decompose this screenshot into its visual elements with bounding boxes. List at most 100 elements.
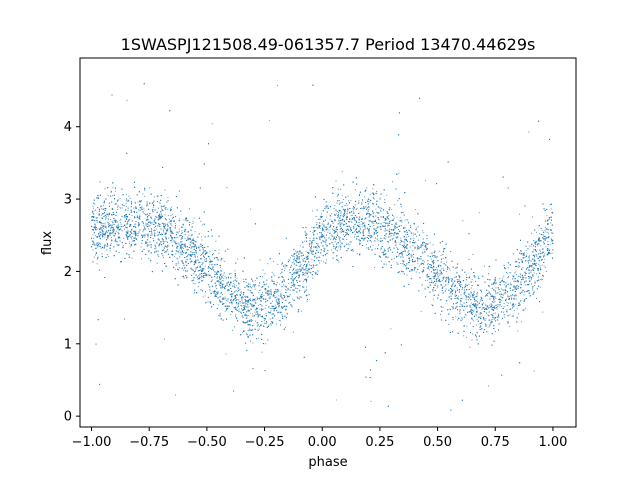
data-point [254,301,256,303]
data-point [390,328,392,330]
data-point [303,280,305,282]
data-point [400,253,402,254]
data-point [408,229,410,231]
data-point [193,217,195,219]
data-point [323,235,325,237]
data-point [108,223,110,225]
data-point [390,235,392,237]
data-point [192,222,194,224]
data-point [503,293,505,295]
data-point [473,311,475,313]
data-point [472,293,474,295]
data-point [338,246,340,248]
data-point [288,283,290,285]
data-point [493,305,495,307]
data-point [331,213,333,215]
data-point [134,236,136,238]
data-point [204,274,206,276]
data-point [531,289,533,291]
data-point [413,237,415,239]
data-point [340,212,342,214]
data-point [407,235,409,237]
data-point [469,294,471,296]
data-point [376,191,378,192]
data-point [117,205,119,207]
data-point [96,263,98,265]
data-point [548,237,550,239]
data-point [533,268,535,270]
data-point [509,282,511,284]
data-point [472,254,474,256]
data-point [521,261,523,263]
data-point [177,236,179,238]
data-point [325,228,327,230]
data-point [238,299,240,301]
data-point [319,262,321,264]
data-point [524,257,526,259]
data-point [452,307,454,309]
data-point [512,306,514,308]
data-point [236,306,238,308]
data-point [376,226,378,228]
data-point [542,278,544,280]
data-point [516,285,518,287]
data-point [308,245,310,247]
data-point [510,298,512,300]
data-point [364,226,366,228]
data-point [543,265,545,267]
data-point [475,313,477,315]
data-point [550,232,552,234]
data-point [493,313,495,315]
data-point [163,241,165,243]
data-point [416,247,418,249]
data-point [171,241,173,243]
data-point [465,274,467,276]
data-point [377,240,379,242]
data-point [326,245,328,247]
data-point [354,220,356,222]
data-point [391,208,393,210]
data-point [107,255,109,257]
data-point [342,238,344,240]
data-point [520,275,522,277]
data-point [363,207,365,209]
data-point [451,291,453,293]
data-point [468,297,470,299]
data-point [300,252,302,254]
data-point [295,271,297,273]
data-point [308,264,310,266]
data-point [350,200,352,202]
data-point [352,217,354,219]
data-point [144,235,146,237]
data-point [509,326,511,328]
data-point [181,246,183,248]
data-point [395,232,397,234]
data-point [509,309,511,310]
data-point [297,288,299,290]
data-point [209,258,211,260]
data-point [106,249,108,251]
data-point [125,205,127,207]
data-point [259,259,261,261]
data-point [285,326,287,328]
data-point [119,226,121,228]
data-point [111,225,113,227]
data-point [354,234,356,235]
data-point [254,280,256,282]
data-point [123,225,125,227]
data-point [373,224,375,226]
data-point [237,302,239,304]
data-point [502,277,504,279]
data-point [333,207,335,209]
data-point [297,297,299,299]
data-point [302,258,304,260]
data-point [531,232,533,234]
data-point [284,267,286,269]
data-point [137,201,139,203]
data-point [533,272,535,274]
data-point [456,297,458,299]
data-point [275,290,277,292]
data-point [269,296,271,298]
data-point [418,272,420,274]
data-point [542,275,544,277]
